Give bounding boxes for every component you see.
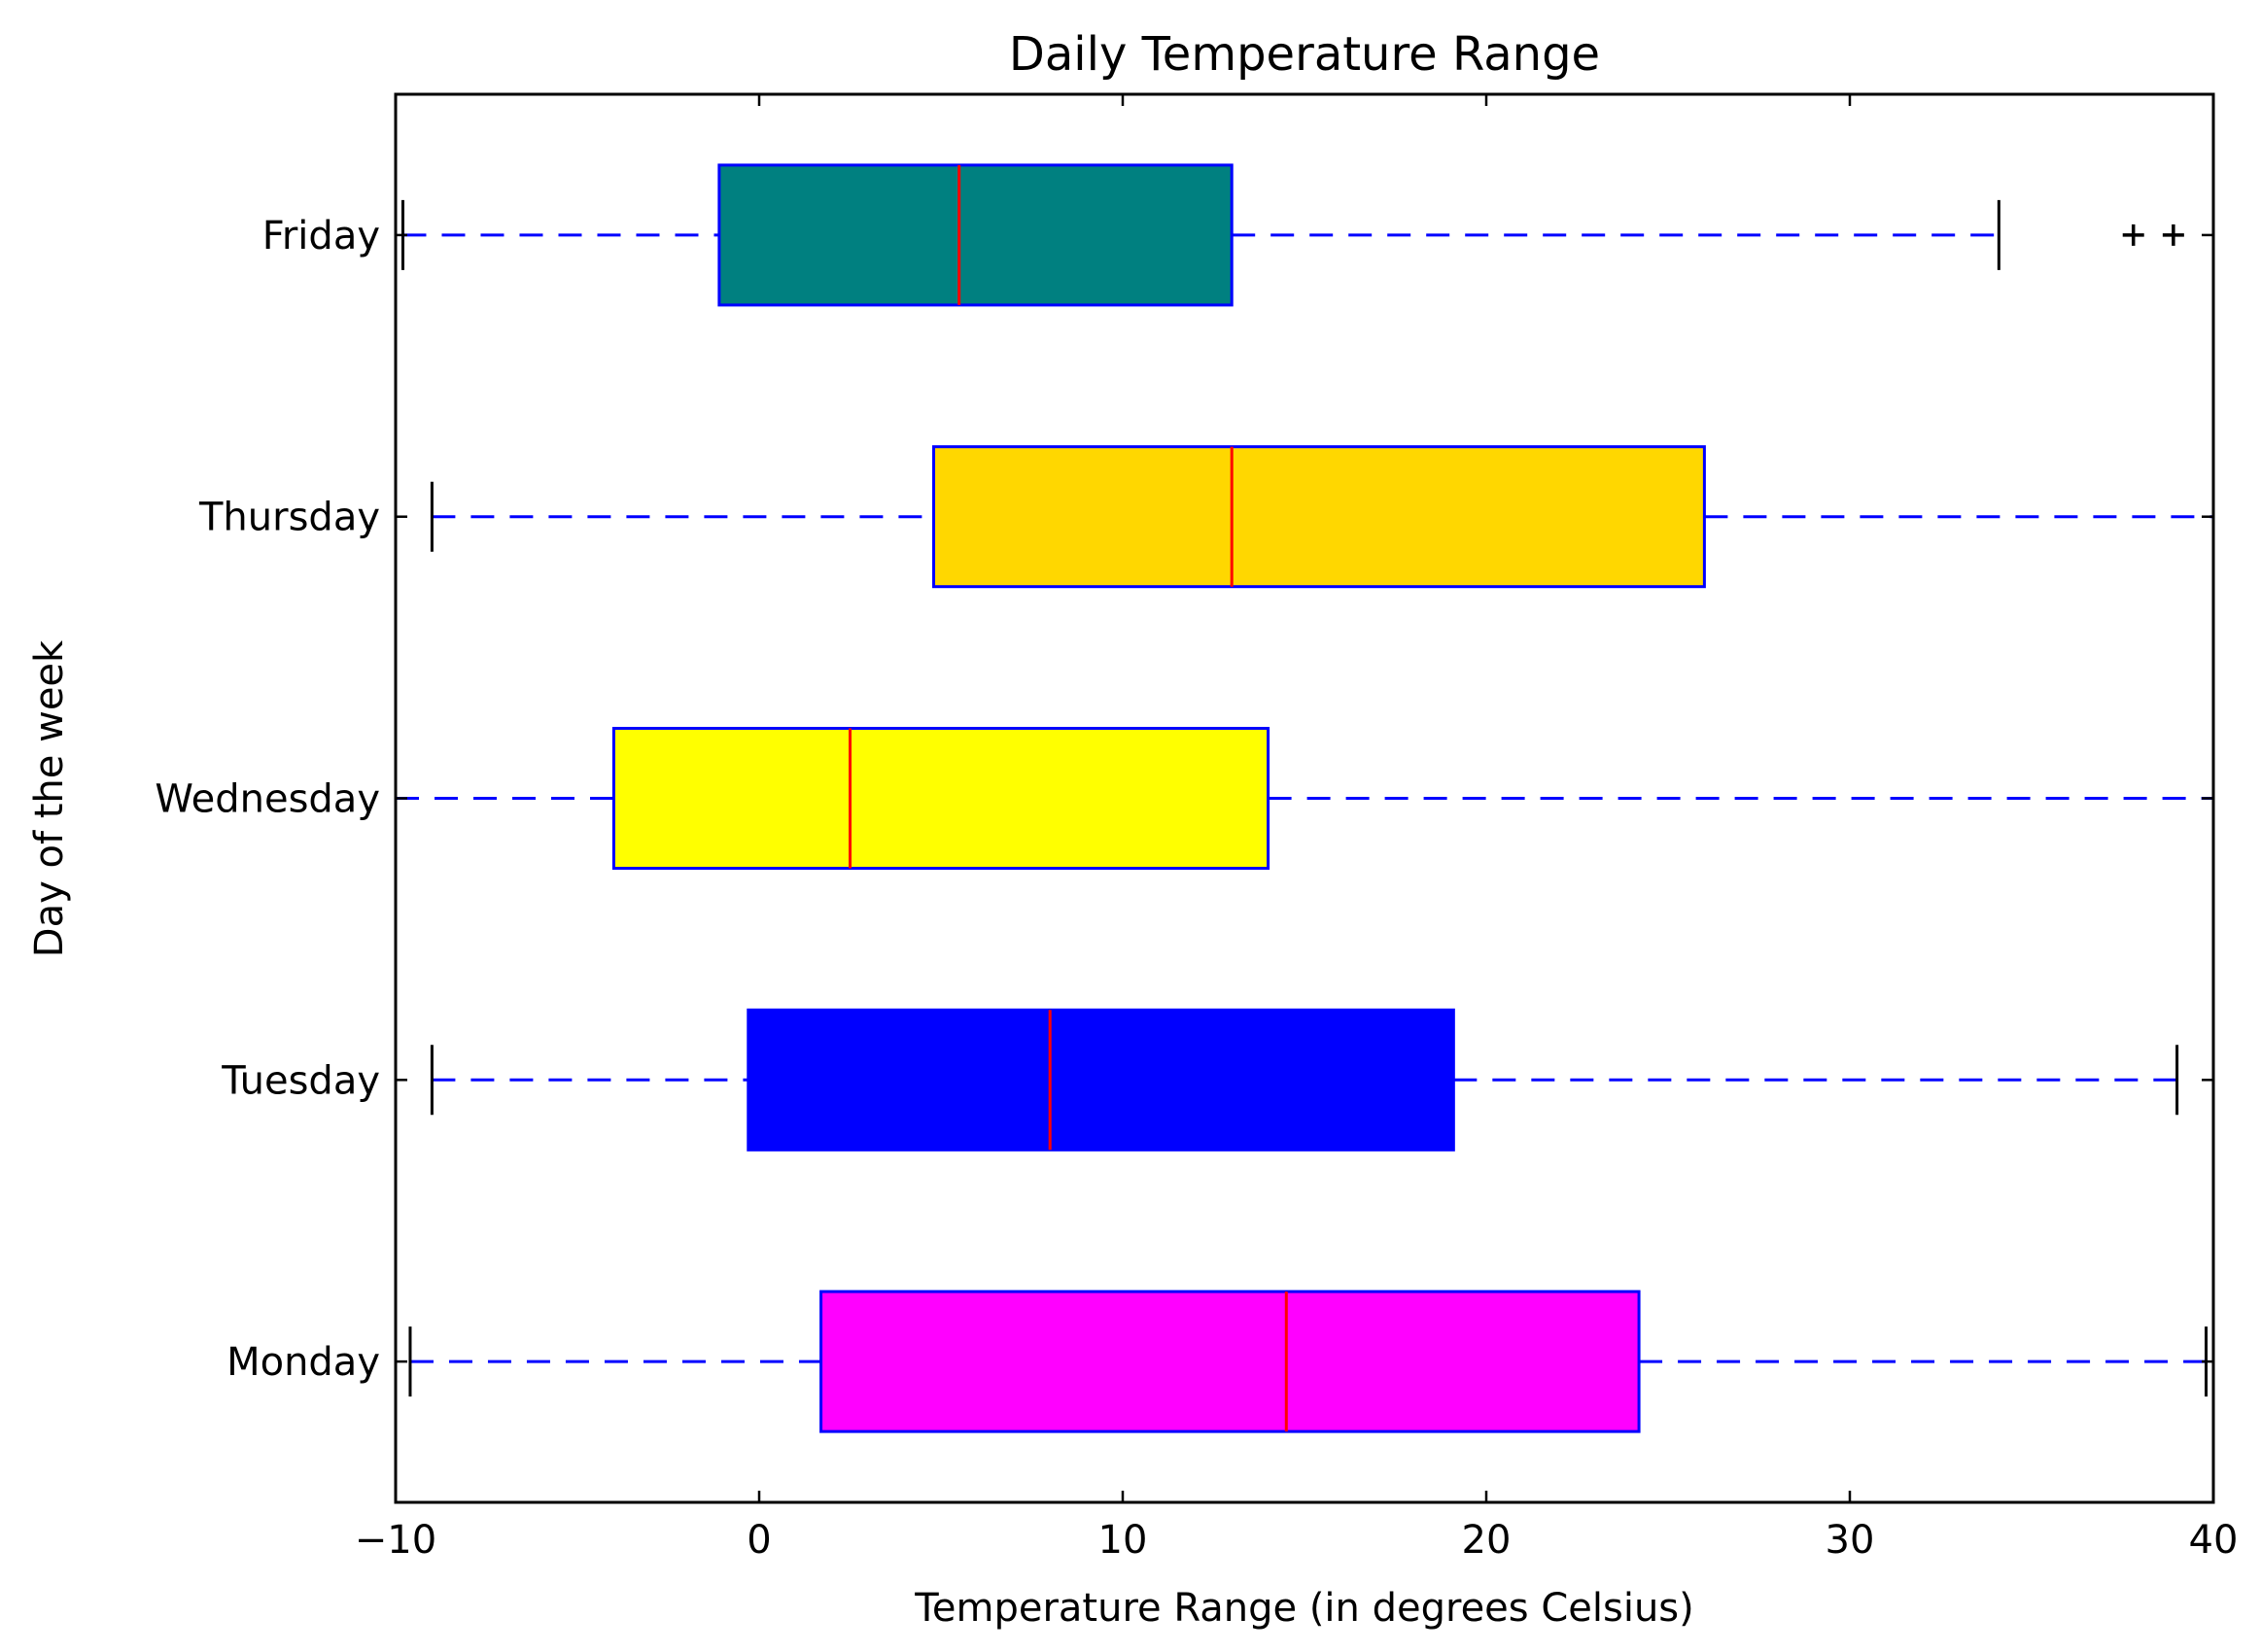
x-tick-label-3: 20 — [1462, 1518, 1512, 1563]
x-tick-label-2: 10 — [1098, 1518, 1148, 1563]
y-tick-label-tuesday: Tuesday — [221, 1058, 380, 1103]
y-tick-label-wednesday: Wednesday — [155, 777, 380, 822]
box-wednesday — [611, 727, 1270, 870]
x-tick-label-5: 40 — [2189, 1518, 2239, 1563]
box-friday — [717, 163, 1234, 307]
axes-frame — [394, 92, 2215, 1504]
y-tick-label-friday: Friday — [262, 214, 380, 258]
x-axis-label: Temperature Range (in degrees Celsius) — [914, 1586, 1694, 1631]
outlier-friday-1 — [2122, 224, 2144, 246]
x-tick-label-1: 0 — [747, 1518, 771, 1563]
chart-title: Daily Temperature Range — [1009, 27, 1600, 82]
x-tick-label-0: −10 — [355, 1518, 436, 1563]
y-axis-label: Day of the week — [27, 639, 72, 957]
x-tick-label-4: 30 — [1826, 1518, 1875, 1563]
y-tick-label-monday: Monday — [226, 1340, 380, 1385]
box-thursday — [932, 445, 1706, 589]
y-tick-label-thursday: Thursday — [198, 496, 380, 540]
box-monday — [819, 1290, 1641, 1433]
box-tuesday — [747, 1008, 1455, 1152]
outlier-friday-2 — [2162, 224, 2184, 246]
plot-area: Monday Tuesday Wednesday Thursday Friday −10 0… — [155, 92, 2239, 1563]
